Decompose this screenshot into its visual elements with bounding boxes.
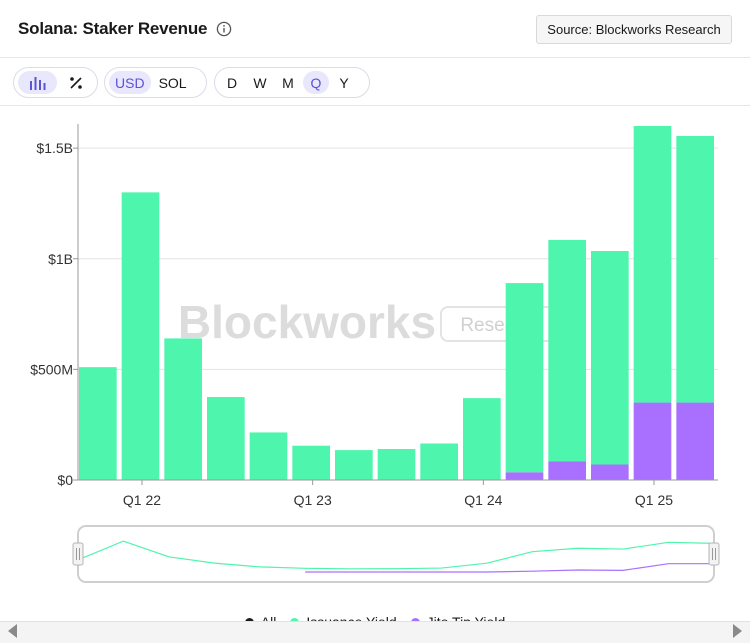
page-title: Solana: Staker Revenue <box>18 19 208 38</box>
navigator-right-handle <box>708 542 720 566</box>
bar-chart-view-button[interactable] <box>18 71 58 94</box>
period-w-button[interactable]: W <box>253 74 267 91</box>
x-tick-label: Q1 23 <box>294 492 332 508</box>
scroll-right-icon[interactable] <box>733 624 742 638</box>
source-button[interactable]: Source: Blockworks Research <box>536 15 732 44</box>
usd-button[interactable]: USD <box>109 71 151 94</box>
navigator-frame <box>77 525 715 583</box>
bar-jito-tip-yield <box>591 464 629 480</box>
bar-issuance-yield <box>292 445 330 480</box>
scroll-left-icon[interactable] <box>8 624 17 638</box>
percent-icon <box>70 76 83 89</box>
x-tick-label: Q1 25 <box>635 492 673 508</box>
bar-issuance-yield <box>164 338 202 480</box>
horizontal-scrollbar[interactable] <box>0 621 750 643</box>
navigator-issuance-line <box>77 540 715 570</box>
y-tick-label: $1B <box>48 251 73 267</box>
x-tick-label: Q1 22 <box>123 492 161 508</box>
bar-issuance-yield <box>548 239 586 462</box>
bar-issuance-yield <box>591 251 629 465</box>
chart-header: Solana: Staker Revenue Source: Blockwork… <box>0 0 750 58</box>
info-icon[interactable] <box>216 21 232 37</box>
bar-jito-tip-yield <box>505 472 544 480</box>
period-toggle-group: D W M Q Y <box>214 67 370 98</box>
watermark-brand: Blockworks <box>178 296 436 348</box>
percent-view-button[interactable] <box>59 71 93 94</box>
period-d-button[interactable]: D <box>226 74 238 91</box>
stacked-bar-chart: Blockworks Research $0 $500M $1B $1.5B Q1 2… <box>30 124 720 583</box>
bar-issuance-yield <box>249 432 288 480</box>
bar-issuance-yield <box>377 449 416 480</box>
navigator-jito-line <box>305 563 714 573</box>
bar-issuance-yield <box>79 367 117 480</box>
chart-area: Blockworks Research $0 $500M $1B $1.5B Q1 2… <box>0 106 750 606</box>
view-toggle-group <box>13 67 98 98</box>
bar-issuance-yield <box>335 450 373 480</box>
bar-issuance-yield <box>633 126 672 403</box>
bar-issuance-yield <box>121 192 160 480</box>
currency-toggle-group: USD SOL <box>104 67 207 98</box>
bar-jito-tip-yield <box>548 461 586 480</box>
bar-issuance-yield <box>420 443 458 480</box>
period-m-button[interactable]: M <box>282 74 294 91</box>
chart-toolbar: USD SOL D W M Q Y <box>0 58 750 106</box>
y-tick-label: $500M <box>30 361 73 377</box>
x-tick-label: Q1 24 <box>464 492 502 508</box>
period-q-button[interactable]: Q <box>303 71 329 94</box>
period-y-button[interactable]: Y <box>339 74 349 91</box>
bar-jito-tip-yield <box>676 402 714 480</box>
bar-issuance-yield <box>505 283 544 473</box>
sol-button[interactable]: SOL <box>158 74 187 91</box>
bar-issuance-yield <box>463 398 501 480</box>
y-tick-label: $1.5B <box>36 140 73 156</box>
bar-chart-icon <box>29 76 46 90</box>
range-navigator[interactable] <box>72 525 720 583</box>
y-tick-label: $0 <box>57 472 73 488</box>
watermark: Blockworks Research <box>178 296 562 348</box>
bar-issuance-yield <box>676 135 714 403</box>
bar-jito-tip-yield <box>633 402 672 480</box>
bar-issuance-yield <box>207 397 245 480</box>
navigator-left-handle <box>72 542 84 566</box>
